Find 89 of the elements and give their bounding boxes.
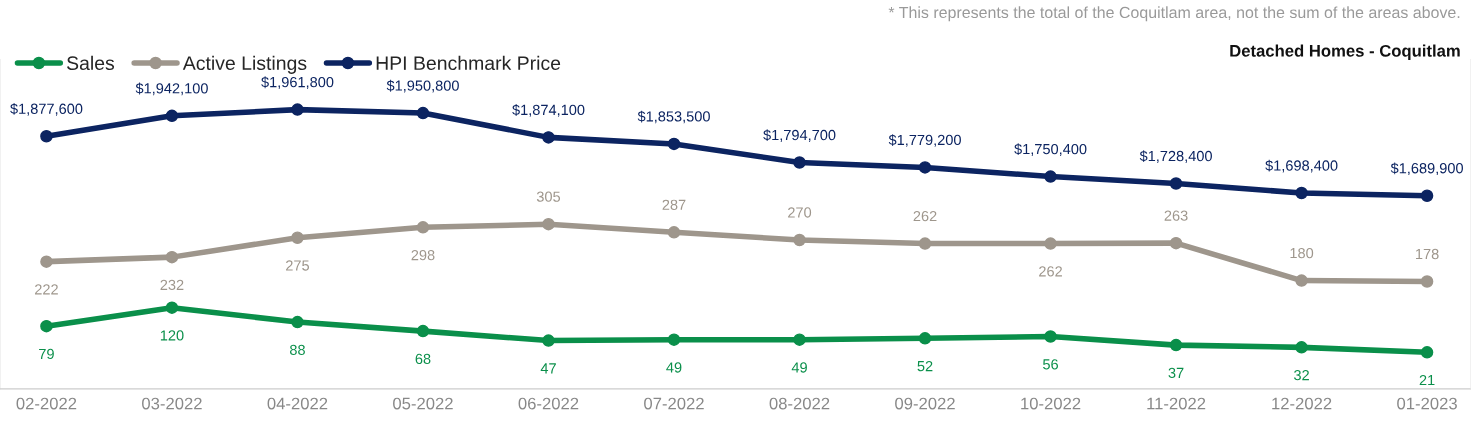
data-label: 232: [160, 279, 184, 291]
x-tick-label: 01-2023: [1397, 397, 1457, 410]
point: [1295, 274, 1308, 287]
x-tick-label: 11-2022: [1147, 397, 1206, 410]
text: * This represents the total of the Coquitlam area, not the sum of the areas above.: [888, 6, 1460, 22]
data-label: $1,698,400: [1265, 159, 1338, 173]
data-label: 305: [536, 191, 561, 202]
point: [40, 319, 53, 333]
data-label: $1,750,400: [1014, 143, 1087, 156]
x-tick-label: 08-2022: [769, 397, 830, 410]
data-label: $1,874,100: [512, 104, 585, 117]
data-label: 56: [1043, 359, 1059, 370]
x-tick-label: 07-2022: [644, 397, 704, 410]
data-label: $1,728,400: [1139, 150, 1212, 163]
point: [542, 217, 555, 231]
data-label: 88: [289, 344, 305, 356]
data-label: 32: [1294, 369, 1309, 381]
point: [793, 233, 806, 247]
point: [416, 221, 430, 234]
data-label: $1,853,500: [637, 110, 710, 124]
legend-label: Sales: [67, 55, 115, 71]
data-label: 270: [788, 207, 812, 218]
point: [667, 333, 681, 346]
point: [165, 250, 179, 264]
point: [165, 109, 179, 123]
point: [291, 315, 304, 329]
point: [1420, 346, 1434, 359]
point: [542, 131, 555, 144]
point: [416, 106, 430, 120]
data-label: $1,942,100: [135, 82, 208, 96]
x-tick-label: 06-2022: [518, 397, 579, 410]
point: [40, 130, 53, 143]
x-tick-label: 05-2022: [393, 397, 453, 410]
data-label: 222: [35, 284, 58, 295]
point: [1169, 236, 1183, 250]
point: [416, 324, 430, 338]
data-label: $1,794,700: [763, 129, 836, 142]
data-label: $1,961,800: [261, 76, 334, 89]
point: [165, 301, 179, 314]
point: [291, 231, 304, 244]
data-label: 49: [666, 362, 682, 373]
data-label: $1,779,200: [888, 134, 961, 147]
point: [1420, 275, 1434, 288]
data-label: 263: [1164, 210, 1188, 221]
data-label: 178: [1416, 248, 1439, 260]
point: [793, 156, 806, 169]
point: [1420, 189, 1434, 202]
data-label: 52: [917, 360, 933, 372]
point: [667, 226, 681, 239]
point: [40, 255, 53, 268]
point: [1295, 186, 1308, 200]
point: [918, 161, 932, 174]
data-label: 21: [1419, 374, 1435, 386]
data-label: 120: [160, 330, 184, 341]
data-label: 68: [415, 353, 431, 365]
chart-title: Detached Homes - Coquitlam: [1230, 44, 1460, 61]
data-label: 37: [1168, 367, 1184, 379]
data-label: $1,877,600: [10, 103, 83, 116]
point: [1044, 330, 1057, 343]
point: [542, 334, 555, 347]
data-label: 262: [1039, 266, 1062, 277]
point: [1295, 341, 1308, 354]
point: [1044, 237, 1057, 250]
point: [1169, 177, 1183, 190]
data-label: 79: [39, 348, 54, 360]
point: [1044, 170, 1057, 183]
point: [291, 103, 304, 116]
point: [667, 137, 681, 151]
x-tick-label: 02-2022: [16, 397, 77, 410]
point: [918, 237, 932, 250]
point: [1169, 338, 1183, 352]
x-tick-label: 12-2022: [1272, 397, 1332, 410]
data-label: 275: [286, 260, 310, 271]
data-label: 262: [913, 210, 937, 222]
x-tick-label: 03-2022: [142, 397, 202, 410]
point: [793, 333, 806, 346]
legend-label: HPI Benchmark Price: [376, 55, 561, 71]
data-label: 298: [411, 249, 435, 261]
x-tick-label: 09-2022: [895, 397, 955, 410]
data-label: 49: [791, 362, 807, 373]
x-tick-label: 04-2022: [267, 397, 328, 410]
data-label: 287: [662, 199, 686, 210]
data-label: 47: [540, 363, 556, 374]
data-label: $1,950,800: [386, 79, 459, 93]
legend-label: Active Listings: [182, 55, 307, 74]
point: [918, 332, 932, 345]
data-label: $1,689,900: [1390, 162, 1463, 176]
data-label: 180: [1290, 247, 1314, 259]
x-tick-label: 10-2022: [1021, 397, 1081, 410]
